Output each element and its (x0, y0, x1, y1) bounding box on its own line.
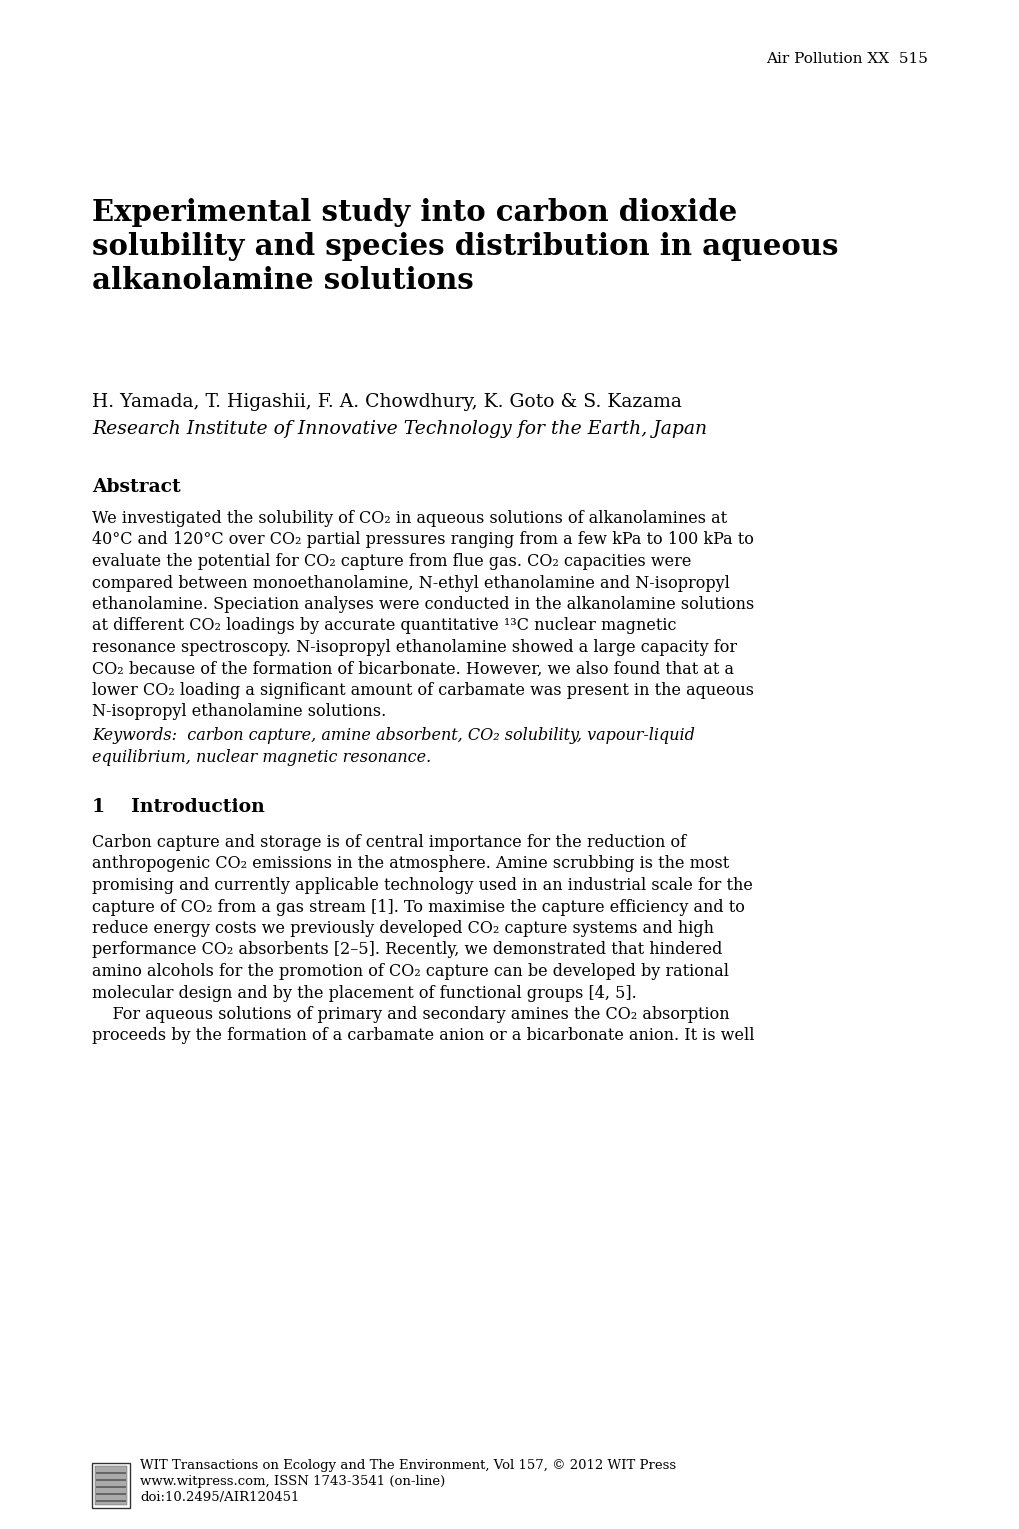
Text: promising and currently applicable technology used in an industrial scale for th: promising and currently applicable techn… (92, 878, 752, 894)
Text: reduce energy costs we previously developed CO₂ capture systems and high: reduce energy costs we previously develo… (92, 920, 713, 937)
Text: evaluate the potential for CO₂ capture from flue gas. CO₂ capacities were: evaluate the potential for CO₂ capture f… (92, 553, 691, 570)
Bar (96, 1479, 126, 1482)
Text: WIT Transactions on Ecology and The Environment, Vol 157, © 2012 WIT Press: WIT Transactions on Ecology and The Envi… (140, 1459, 676, 1472)
Text: www.witpress.com, ISSN 1743-3541 (on-line): www.witpress.com, ISSN 1743-3541 (on-lin… (140, 1475, 445, 1488)
Text: CO₂ because of the formation of bicarbonate. However, we also found that at a: CO₂ because of the formation of bicarbon… (92, 661, 734, 677)
Text: proceeds by the formation of a carbamate anion or a bicarbonate anion. It is wel: proceeds by the formation of a carbamate… (92, 1027, 754, 1044)
Text: doi:10.2495/AIR120451: doi:10.2495/AIR120451 (140, 1491, 300, 1505)
Text: ethanolamine. Speciation analyses were conducted in the alkanolamine solutions: ethanolamine. Speciation analyses were c… (92, 596, 753, 613)
Text: at different CO₂ loadings by accurate quantitative ¹³C nuclear magnetic: at different CO₂ loadings by accurate qu… (92, 618, 676, 635)
Text: lower CO₂ loading a significant amount of carbamate was present in the aqueous: lower CO₂ loading a significant amount o… (92, 682, 753, 699)
Text: equilibrium, nuclear magnetic resonance.: equilibrium, nuclear magnetic resonance. (92, 749, 431, 766)
Text: resonance spectroscopy. N-isopropyl ethanolamine showed a large capacity for: resonance spectroscopy. N-isopropyl etha… (92, 639, 737, 656)
Bar (96, 1500, 126, 1501)
Bar (96, 1471, 126, 1474)
Text: 40°C and 120°C over CO₂ partial pressures ranging from a few kPa to 100 kPa to: 40°C and 120°C over CO₂ partial pressure… (92, 532, 753, 549)
Text: amino alcohols for the promotion of CO₂ capture can be developed by rational: amino alcohols for the promotion of CO₂ … (92, 963, 729, 980)
Text: capture of CO₂ from a gas stream [1]. To maximise the capture efficiency and to: capture of CO₂ from a gas stream [1]. To… (92, 899, 744, 916)
Bar (96, 1486, 126, 1488)
Text: Carbon capture and storage is of central importance for the reduction of: Carbon capture and storage is of central… (92, 833, 686, 852)
Text: 1    Introduction: 1 Introduction (92, 798, 265, 816)
Text: For aqueous solutions of primary and secondary amines the CO₂ absorption: For aqueous solutions of primary and sec… (92, 1006, 729, 1023)
Bar (92, 1463, 129, 1508)
Text: Experimental study into carbon dioxide
solubility and species distribution in aq: Experimental study into carbon dioxide s… (92, 197, 838, 295)
Text: Keywords:  carbon capture, amine absorbent, CO₂ solubility, vapour-liquid: Keywords: carbon capture, amine absorben… (92, 726, 694, 745)
Text: Research Institute of Innovative Technology for the Earth, Japan: Research Institute of Innovative Technol… (92, 420, 706, 437)
Text: H. Yamada, T. Higashii, F. A. Chowdhury, K. Goto & S. Kazama: H. Yamada, T. Higashii, F. A. Chowdhury,… (92, 393, 682, 411)
Text: compared between monoethanolamine, N-ethyl ethanolamine and N-isopropyl: compared between monoethanolamine, N-eth… (92, 575, 730, 592)
Text: N-isopropyl ethanolamine solutions.: N-isopropyl ethanolamine solutions. (92, 703, 386, 720)
Text: Air Pollution XX  515: Air Pollution XX 515 (765, 52, 927, 66)
Bar (96, 1492, 126, 1495)
Text: Abstract: Abstract (92, 479, 180, 495)
Text: anthropogenic CO₂ emissions in the atmosphere. Amine scrubbing is the most: anthropogenic CO₂ emissions in the atmos… (92, 856, 729, 873)
Bar (95, 1466, 127, 1505)
Text: molecular design and by the placement of functional groups [4, 5].: molecular design and by the placement of… (92, 985, 636, 1001)
Text: performance CO₂ absorbents [2–5]. Recently, we demonstrated that hindered: performance CO₂ absorbents [2–5]. Recent… (92, 942, 721, 959)
Text: We investigated the solubility of CO₂ in aqueous solutions of alkanolamines at: We investigated the solubility of CO₂ in… (92, 511, 727, 528)
